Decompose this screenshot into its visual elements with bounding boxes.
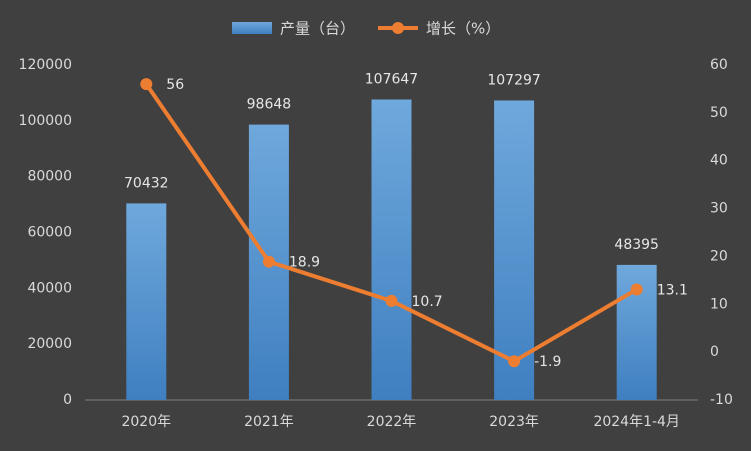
line-point <box>385 294 398 307</box>
data-label: 18.9 <box>289 255 320 271</box>
data-label: 107647 <box>365 71 418 87</box>
data-label: -1.9 <box>534 354 561 370</box>
x-tick-label: 2023年 <box>489 414 539 430</box>
y2-tick-label: 30 <box>710 201 728 217</box>
bar <box>494 100 535 401</box>
y2-tick-label: 40 <box>710 153 728 169</box>
y-tick-label: 100000 <box>19 113 72 129</box>
data-label: 10.7 <box>412 294 443 310</box>
y-tick-label: 80000 <box>27 169 72 185</box>
x-tick-label: 2024年1-4月 <box>593 414 680 430</box>
line-point <box>508 355 521 368</box>
y-tick-label: 120000 <box>19 57 72 73</box>
y-tick-label: 40000 <box>27 280 72 296</box>
data-label: 70432 <box>124 175 169 191</box>
legend-label: 增长（%） <box>426 20 500 38</box>
x-tick-label: 2021年 <box>244 414 294 430</box>
y2-tick-label: 50 <box>710 105 728 121</box>
line-point <box>140 78 153 91</box>
bar <box>126 203 167 400</box>
data-label: 48395 <box>614 237 659 253</box>
data-label: 13.1 <box>657 282 688 298</box>
line-point <box>262 255 275 268</box>
legend-swatch <box>392 22 404 34</box>
data-label: 98648 <box>247 97 292 113</box>
y2-tick-label: 60 <box>710 57 728 73</box>
y2-tick-label: -10 <box>710 392 733 408</box>
y-tick-label: 0 <box>63 392 72 408</box>
legend-swatch <box>232 22 272 34</box>
y2-tick-label: 20 <box>710 248 728 264</box>
x-tick-label: 2022年 <box>367 414 417 430</box>
legend-label: 产量（台） <box>280 20 355 38</box>
data-label: 56 <box>166 77 184 93</box>
y2-tick-label: 0 <box>710 344 719 360</box>
y-tick-label: 60000 <box>27 225 72 241</box>
x-tick-label: 2020年 <box>121 414 171 430</box>
bar <box>371 99 412 400</box>
data-label: 107297 <box>487 72 540 88</box>
y-tick-label: 20000 <box>27 336 72 352</box>
line-point <box>630 283 643 296</box>
y2-tick-label: 10 <box>710 296 728 312</box>
